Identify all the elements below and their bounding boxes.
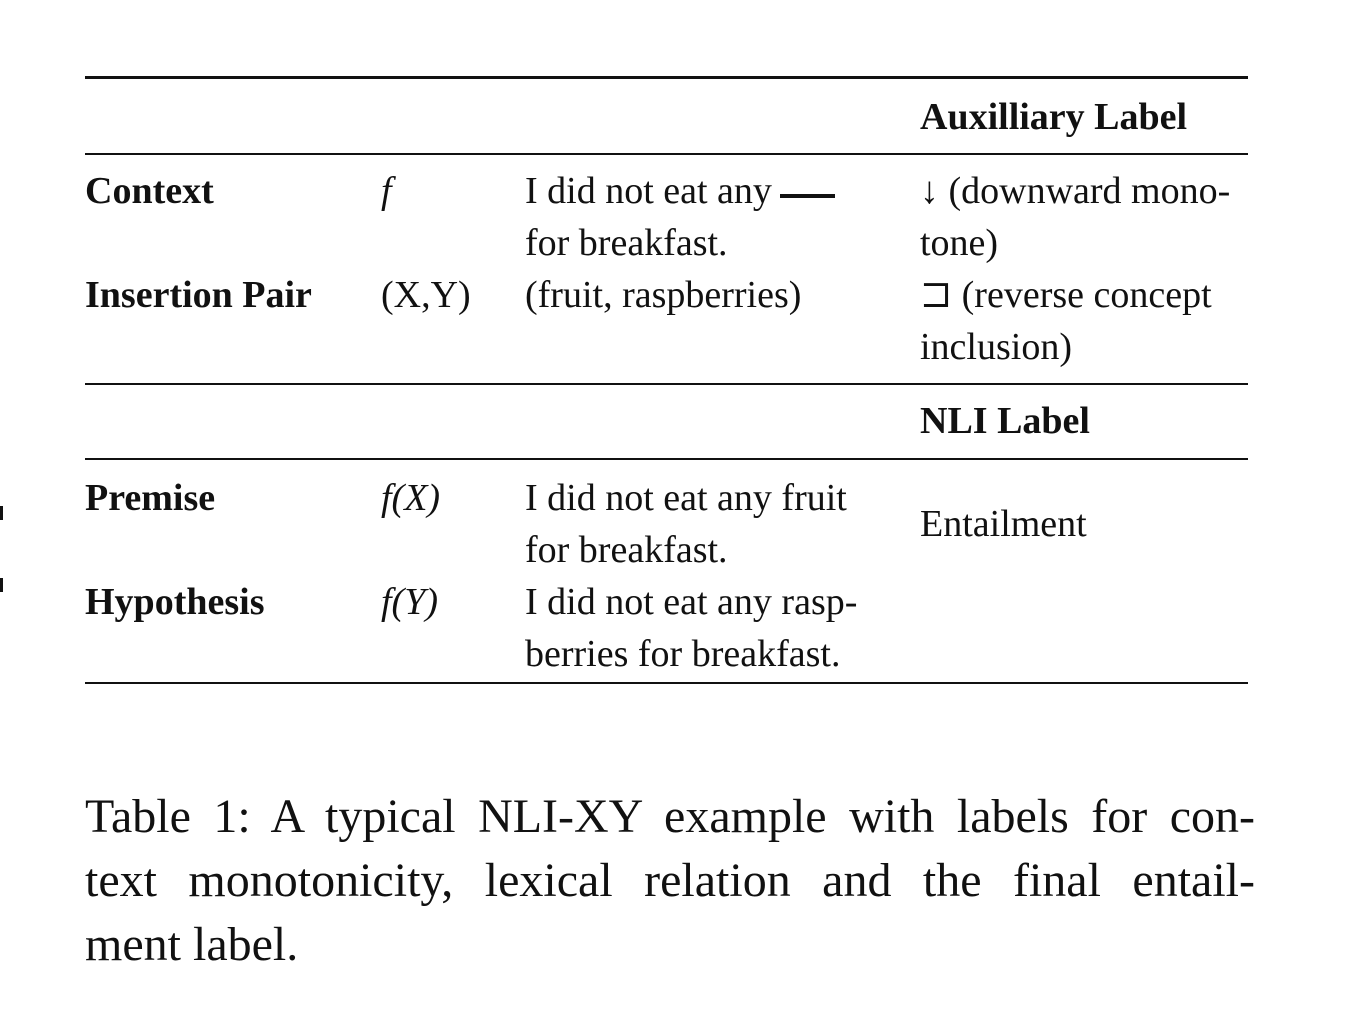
nli-header-row: NLI Label	[85, 385, 1248, 458]
insertion-pair-text: (fruit, raspberries)	[525, 274, 802, 316]
blank-slot	[779, 194, 835, 199]
top-rule	[85, 76, 1248, 79]
hypothesis-text-line1: I did not eat any rasp-	[525, 581, 858, 623]
caption-line-2: text monotonicity, lexical relation and …	[85, 854, 1255, 907]
table-caption: Table 1: A typical NLI-XY example with l…	[85, 785, 1255, 977]
insertion-pair-symbol: (X,Y)	[381, 274, 471, 316]
premise-hypothesis-block: Premise f(X) I did not eat any fruit for…	[85, 460, 1248, 682]
hypothesis-symbol: f(Y)	[381, 581, 438, 623]
insertion-pair-label: Insertion Pair	[85, 274, 312, 316]
nli-header-rule	[85, 458, 1248, 460]
context-text: I did not eat any	[525, 170, 772, 212]
caption-line-3: ment label.	[85, 918, 299, 971]
aux-header-row: Auxilliary Label	[85, 79, 1248, 153]
premise-label: Premise	[85, 477, 216, 519]
hypothesis-text-line2: berries for breakfast.	[525, 633, 841, 675]
context-text-line1: I did not eat any	[525, 165, 835, 217]
premise-symbol: f(X)	[381, 477, 441, 519]
context-aux-line2: tone)	[920, 222, 999, 264]
middle-rule	[85, 383, 1248, 385]
margin-tick-mark	[0, 578, 3, 592]
context-block: Context f I did not eat any for breakfas…	[85, 155, 1248, 383]
context-label: Context	[85, 170, 214, 212]
hypothesis-label: Hypothesis	[85, 581, 265, 623]
margin-tick-mark	[0, 506, 3, 520]
premise-text-line1: I did not eat any fruit	[525, 477, 847, 519]
context-aux-line1: ↓ (downward mono-	[920, 170, 1231, 212]
context-symbol: f	[381, 170, 392, 212]
context-text-line2: for breakfast.	[525, 222, 728, 264]
nli-value: Entailment	[920, 503, 1087, 545]
insertion-pair-aux-line2: inclusion)	[920, 326, 1072, 368]
aux-label-header: Auxilliary Label	[920, 96, 1188, 138]
insertion-pair-aux-line1: ⊐ (reverse concept	[920, 274, 1212, 316]
bottom-rule	[85, 682, 1248, 684]
nli-label-header: NLI Label	[920, 400, 1090, 442]
nli-xy-table: Auxilliary Label Context f I did not eat…	[85, 76, 1248, 684]
premise-text-line2: for breakfast.	[525, 529, 728, 571]
header-rule	[85, 153, 1248, 155]
caption-line-1: Table 1: A typical NLI-XY example with l…	[85, 790, 1255, 843]
